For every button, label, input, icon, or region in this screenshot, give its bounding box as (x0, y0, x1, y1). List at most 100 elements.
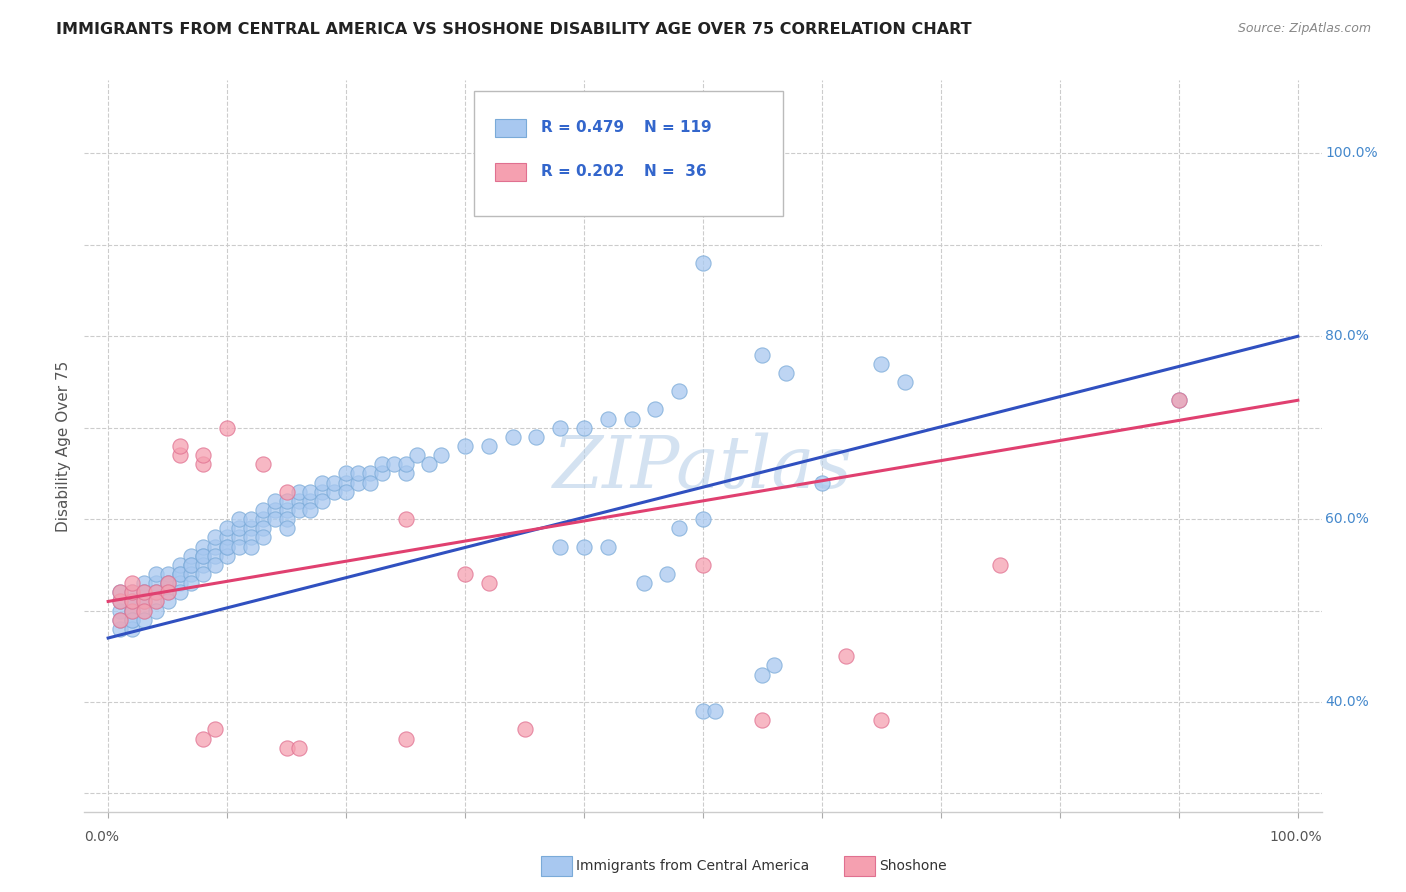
Point (132, 576, 155, 591)
Point (156, 567, 179, 582)
Point (692, 512, 714, 526)
Point (239, 521, 262, 535)
Point (394, 467, 416, 481)
Point (228, 512, 250, 526)
Point (132, 613, 155, 627)
Point (751, 714, 773, 728)
Point (193, 567, 215, 582)
Point (454, 439, 477, 453)
Point (548, 540, 571, 554)
Text: Immigrants from Central America: Immigrants from Central America (576, 859, 810, 873)
Point (204, 540, 226, 554)
Point (169, 567, 191, 582)
Point (132, 585, 155, 599)
FancyBboxPatch shape (474, 91, 783, 216)
Point (156, 576, 179, 591)
Point (276, 740, 298, 755)
Point (228, 530, 250, 544)
Point (145, 576, 167, 591)
Point (132, 594, 155, 608)
Point (228, 540, 250, 554)
Point (193, 448, 215, 462)
Point (121, 594, 143, 608)
Point (263, 503, 285, 517)
Point (132, 594, 155, 608)
Point (276, 512, 298, 526)
Point (276, 494, 298, 508)
Point (193, 549, 215, 563)
Point (572, 540, 595, 554)
Point (526, 430, 548, 444)
Point (132, 604, 155, 618)
Point (180, 567, 202, 582)
Point (870, 357, 893, 371)
Text: 80.0%: 80.0% (1326, 329, 1369, 343)
Point (276, 484, 298, 499)
Point (1167, 393, 1189, 408)
Point (620, 411, 643, 425)
Point (359, 475, 381, 490)
Point (108, 613, 131, 627)
Point (145, 585, 167, 599)
Point (180, 549, 202, 563)
Point (513, 723, 536, 737)
Point (193, 458, 215, 472)
Point (644, 402, 666, 417)
Point (335, 484, 357, 499)
Point (121, 594, 143, 608)
Point (217, 540, 239, 554)
Point (108, 585, 131, 599)
Point (132, 585, 155, 599)
Point (121, 604, 143, 618)
Point (169, 558, 191, 572)
Point (169, 439, 191, 453)
Point (204, 549, 226, 563)
Text: Shoshone: Shoshone (879, 859, 946, 873)
Point (347, 475, 370, 490)
Point (990, 558, 1012, 572)
Point (835, 649, 858, 664)
Point (156, 576, 179, 591)
Point (108, 585, 131, 599)
Point (145, 594, 167, 608)
Point (657, 567, 679, 582)
Point (217, 540, 239, 554)
Point (692, 558, 714, 572)
Text: N =  36: N = 36 (644, 164, 706, 179)
Point (1167, 393, 1189, 408)
Point (347, 467, 370, 481)
Point (132, 585, 155, 599)
Point (371, 467, 394, 481)
Point (751, 348, 773, 362)
Point (228, 521, 250, 535)
Point (217, 530, 239, 544)
Point (371, 458, 394, 472)
Point (121, 585, 143, 599)
Point (263, 512, 285, 526)
Point (763, 658, 786, 673)
Point (108, 613, 131, 627)
Point (121, 622, 143, 636)
Point (703, 704, 725, 718)
Point (169, 448, 191, 462)
Point (430, 448, 453, 462)
Point (180, 558, 202, 572)
Text: N = 119: N = 119 (644, 120, 711, 136)
Point (204, 530, 226, 544)
Point (132, 604, 155, 618)
Point (252, 503, 274, 517)
Point (204, 558, 226, 572)
Point (145, 585, 167, 599)
Point (311, 475, 333, 490)
Text: ZIPatlas: ZIPatlas (553, 433, 853, 503)
Point (668, 384, 690, 399)
Point (751, 667, 773, 681)
Text: 40.0%: 40.0% (1326, 695, 1369, 709)
Point (252, 521, 274, 535)
Point (548, 421, 571, 435)
Point (276, 503, 298, 517)
Point (811, 475, 834, 490)
Point (382, 458, 405, 472)
Point (668, 521, 690, 535)
Point (121, 604, 143, 618)
